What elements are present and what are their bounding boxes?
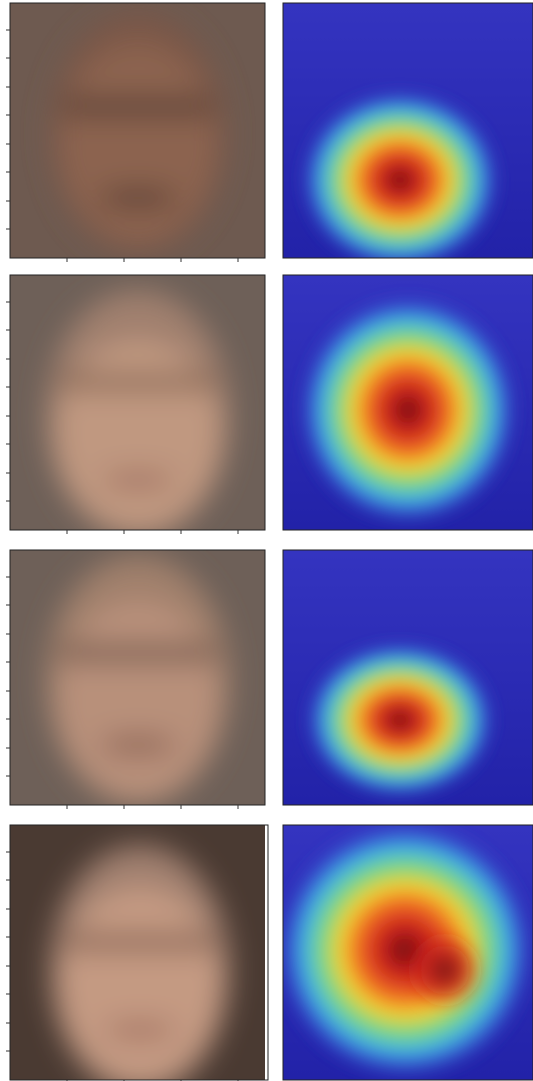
face-panel	[9, 549, 266, 806]
face-panel	[9, 274, 266, 531]
axis-ticks	[6, 29, 239, 1081]
face-panel	[9, 824, 269, 1081]
heatmap-panel	[282, 549, 533, 806]
heatmap-panel	[282, 274, 533, 531]
heatmap-panel	[282, 824, 533, 1081]
face-panel	[9, 2, 266, 259]
heatmap-panel	[282, 2, 533, 259]
